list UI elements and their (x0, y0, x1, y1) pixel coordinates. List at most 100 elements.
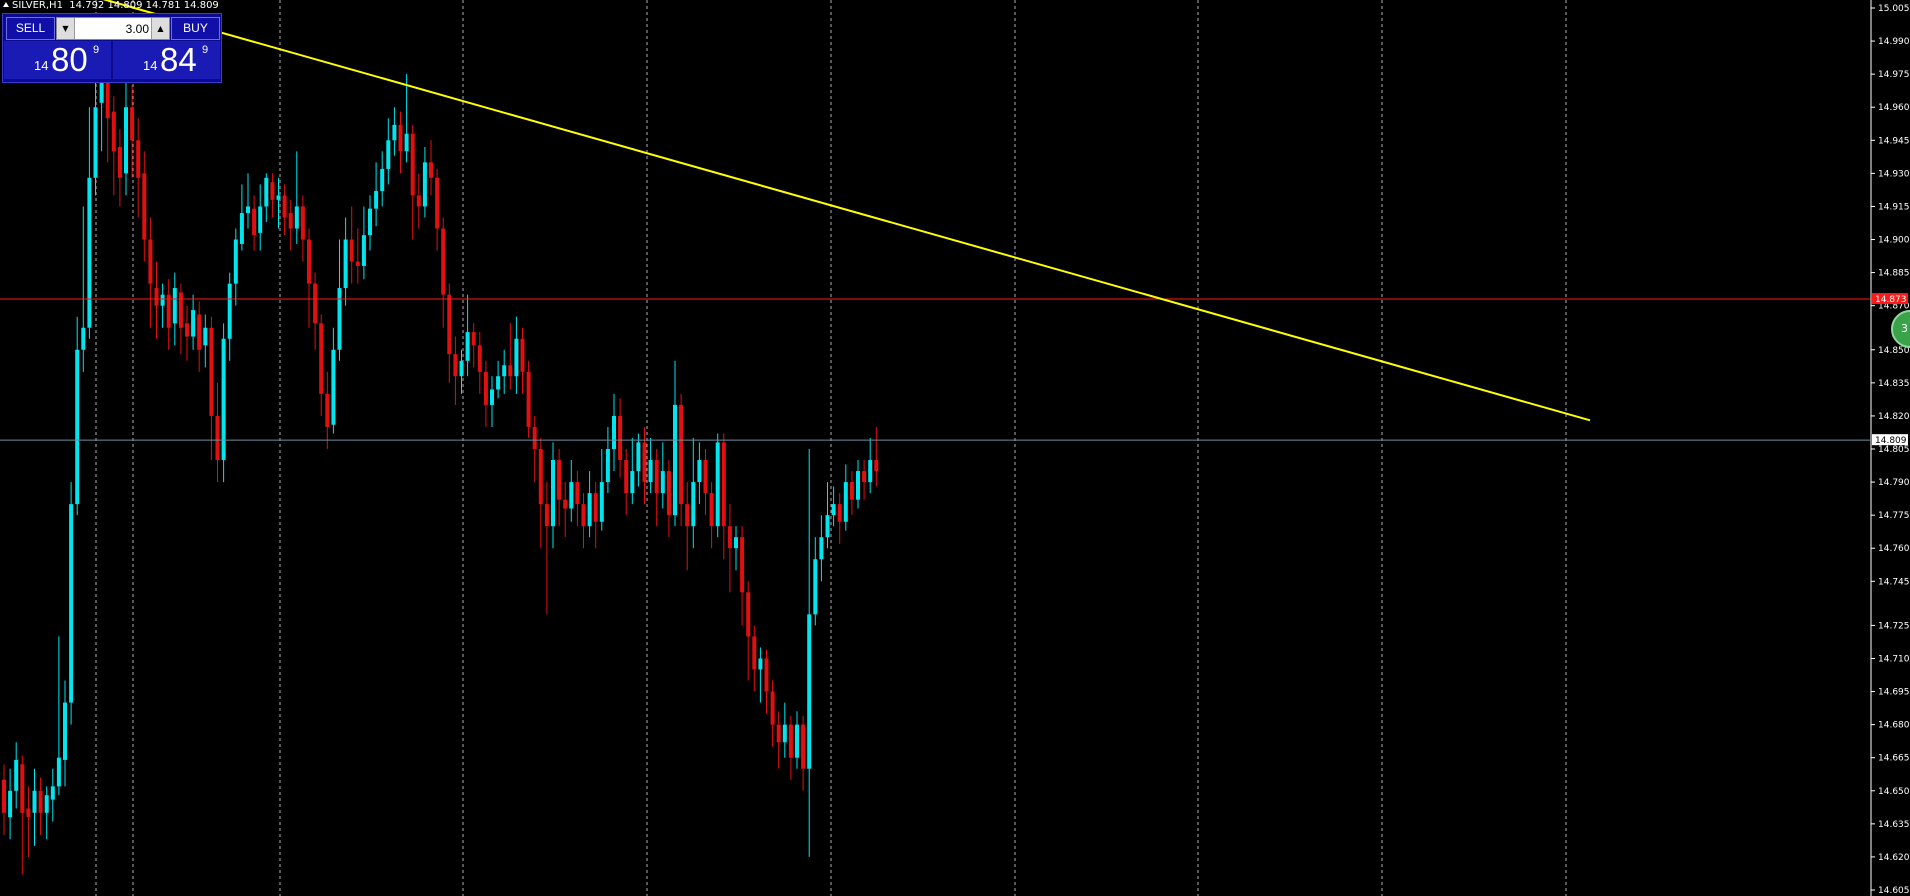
candle-body (520, 338, 525, 372)
candle-body (575, 482, 580, 505)
candle-body (325, 393, 330, 427)
level-price-label-bg (1872, 293, 1908, 305)
candle-body (508, 365, 513, 377)
candle-body (191, 310, 196, 337)
candle-body (532, 426, 537, 449)
candle-body (117, 146, 122, 178)
candle-body (172, 288, 177, 324)
bid-point-digit: 9 (93, 44, 100, 56)
bid-price-button[interactable]: 14 80 9 (4, 41, 111, 79)
candle-body (75, 349, 80, 505)
candle-body (599, 482, 604, 522)
candle-body (593, 493, 598, 522)
collapse-triangle-icon[interactable] (3, 2, 9, 7)
candle-body (648, 460, 653, 483)
candle-body (99, 74, 104, 103)
price-axis-tick-label: 14.850 (1878, 346, 1910, 356)
candle-body (8, 790, 13, 818)
candle-body (801, 724, 806, 769)
bid-price-label-bg (1872, 434, 1908, 446)
buy-button[interactable]: BUY (171, 17, 220, 40)
candle-body (361, 235, 366, 266)
volume-up-icon[interactable]: ▲ (151, 18, 169, 39)
price-axis-tick-label: 14.665 (1878, 754, 1910, 764)
candle-body (38, 790, 43, 813)
candle-body (429, 162, 433, 178)
candle-body (795, 724, 799, 758)
candle-body (307, 239, 311, 284)
candle-body (337, 288, 342, 350)
candle-body (831, 504, 836, 516)
candle-body (807, 614, 812, 769)
bid-big-digits: 80 (51, 41, 88, 78)
candle-body (697, 460, 702, 483)
candle-body (270, 182, 275, 200)
candle-body (319, 323, 324, 394)
price-axis-tick-label: 14.870 (1878, 302, 1910, 312)
candle-body (69, 504, 74, 703)
candle-body (630, 471, 635, 494)
candle-body (679, 404, 684, 505)
candle-body (666, 471, 671, 516)
candle-body (410, 133, 415, 196)
candle-body (447, 294, 452, 355)
candle-body (252, 208, 257, 236)
candle-body (50, 786, 55, 800)
price-axis-tick-label: 14.650 (1878, 787, 1910, 797)
price-axis-tick-label: 14.725 (1878, 621, 1910, 631)
candle-body (313, 283, 318, 324)
candle-body (526, 371, 531, 427)
candle-body (502, 365, 507, 377)
candle-body (746, 592, 751, 637)
candle-body (422, 162, 427, 207)
candle-body (142, 173, 147, 240)
candle-body (740, 537, 745, 593)
candle-body (215, 415, 220, 461)
trendline[interactable] (96, 0, 1591, 422)
candle-body (404, 133, 409, 152)
price-axis-tick-label: 14.960 (1878, 103, 1910, 113)
candle-body (471, 332, 476, 346)
sell-button[interactable]: SELL (6, 17, 55, 40)
ask-price-button[interactable]: 14 84 9 (113, 41, 220, 79)
candle-body (355, 261, 360, 266)
bid-prefix: 14 (34, 58, 49, 73)
bid-price-label: 14.809 (1875, 436, 1907, 446)
candle-body (331, 349, 336, 425)
candle-body (849, 482, 854, 500)
candle-body (148, 239, 153, 284)
candle-body (386, 140, 391, 169)
candle-body (703, 460, 708, 494)
candle-body (416, 195, 421, 207)
candle-body (868, 460, 873, 483)
candle-body (770, 691, 775, 725)
candle-body (349, 239, 354, 262)
price-axis-tick-label: 14.915 (1878, 202, 1910, 212)
candle-body (764, 658, 769, 692)
candle-body (660, 471, 665, 494)
candle-body (856, 471, 860, 500)
price-axis[interactable]: 15.005 14.990 14.975 14.960 14.945 14.930 14.9… (1870, 0, 1910, 896)
candle-body (258, 206, 263, 233)
candle-body (20, 764, 25, 813)
volume-down-icon[interactable]: ▼ (57, 18, 75, 39)
candle-body (788, 724, 793, 758)
candle-body (343, 239, 348, 289)
candle-body (691, 482, 696, 527)
candle-body (239, 213, 244, 244)
candle-body (294, 206, 299, 229)
candle-body (288, 213, 293, 229)
candle-body (276, 195, 281, 200)
candle-body (209, 327, 214, 416)
volume-stepper[interactable]: ▼ ▲ (56, 17, 170, 40)
candle-body (538, 449, 543, 505)
candlestick-series (2, 41, 879, 875)
candle-body (44, 795, 49, 813)
price-axis-tick-label: 14.885 (1878, 269, 1910, 279)
volume-input[interactable] (75, 18, 151, 39)
one-click-trading-panel: SELL ▼ ▲ BUY 14 80 9 14 84 9 (2, 13, 222, 83)
candle-body (105, 74, 110, 119)
candle-body (654, 460, 659, 494)
ask-big-digits: 84 (160, 41, 197, 78)
